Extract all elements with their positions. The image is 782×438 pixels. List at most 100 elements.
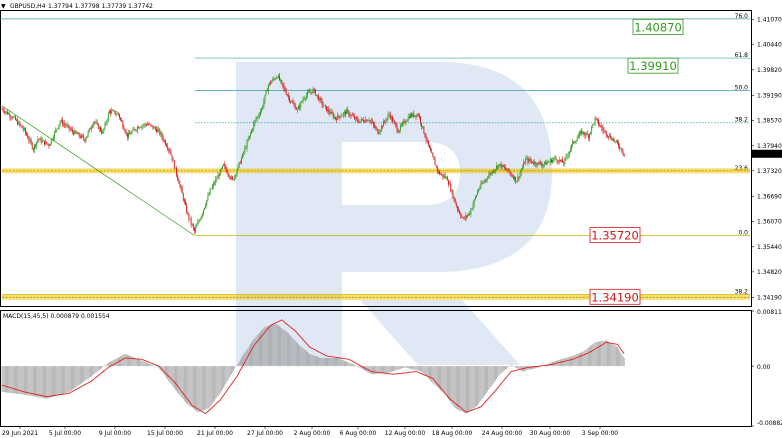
candle-body (227, 172, 229, 175)
price-tick-label: 1.34190 (757, 294, 782, 301)
candle-body (78, 133, 80, 137)
candle-body (559, 159, 561, 161)
candle-body (533, 162, 534, 164)
candle-body (376, 127, 378, 130)
candle-body (211, 186, 213, 189)
price-tick-label: 1.37940 (757, 143, 782, 150)
candle-body (566, 155, 568, 157)
candle-body (202, 209, 204, 214)
candle-body (398, 130, 400, 133)
date-tick-label: 29 Jun 2021 (2, 430, 38, 437)
candle-body (576, 138, 578, 142)
candle-body (326, 106, 327, 111)
candle-body (342, 112, 344, 116)
price-tick-label: 1.36070 (757, 218, 782, 225)
candle-body (578, 132, 580, 137)
candle-body (493, 170, 495, 173)
candle-body (621, 148, 623, 152)
candle-body (154, 127, 156, 130)
macd-indicator: 0.008116 0.00 -0.008822 (1, 309, 782, 427)
candle-body (260, 111, 261, 115)
candle-body (225, 165, 227, 170)
candle-body (272, 78, 274, 82)
candle-body (459, 210, 461, 214)
candle-body (45, 141, 47, 145)
price-tick-label: 1.39820 (757, 67, 782, 74)
target-box (632, 18, 684, 35)
candle-body (333, 116, 335, 118)
candle-body (116, 113, 118, 115)
candle-body (440, 174, 442, 175)
candle-body (96, 122, 98, 124)
candle-body (452, 190, 454, 199)
trendline-segment (1, 105, 195, 236)
candle-body (553, 158, 555, 160)
candle-body (281, 79, 283, 83)
candle-body (177, 175, 179, 180)
candle-body (451, 190, 453, 192)
candle-body (453, 198, 455, 199)
candle-body (395, 123, 397, 126)
candle-body (525, 158, 527, 164)
candle-body (74, 130, 76, 135)
candle-body (49, 144, 51, 147)
candle-body (11, 117, 13, 119)
candle-body (91, 127, 92, 130)
candle-body (274, 78, 276, 80)
date-tick-label: 9 Jul 00:00 (99, 430, 131, 437)
candle-body (304, 98, 306, 99)
candle-body (572, 141, 574, 145)
candle-body (544, 161, 546, 165)
candle-body (516, 181, 518, 182)
candle-body (520, 170, 522, 173)
candle-body (424, 133, 426, 137)
candle-body (134, 129, 136, 131)
candle-body (7, 111, 9, 115)
candle-body (347, 109, 349, 112)
candle-body (30, 139, 32, 143)
candle-body (338, 115, 340, 117)
candle-body (23, 128, 25, 130)
candle-body (108, 110, 110, 114)
candle-body (152, 125, 154, 129)
candle-body (610, 135, 612, 139)
candle-body (262, 106, 264, 109)
candle-body (413, 113, 415, 117)
candle-body (468, 213, 470, 216)
candle-body (604, 130, 606, 132)
candle-body (599, 124, 600, 126)
candle-body (164, 140, 166, 145)
candle-body (84, 138, 86, 142)
candle-body (514, 176, 515, 180)
candle-body (425, 136, 427, 140)
candle-body (600, 125, 602, 127)
candle-body (446, 177, 448, 181)
candle-body (87, 131, 89, 136)
candle-body (536, 164, 538, 166)
candle-body (608, 136, 609, 137)
candle-body (217, 175, 219, 179)
candle-body (581, 131, 583, 134)
candle-body (411, 114, 413, 117)
candle-body (301, 101, 303, 103)
candle-body (155, 129, 157, 132)
candle-body (122, 121, 124, 128)
candle-body (582, 131, 584, 134)
candle-body (275, 77, 277, 79)
candle-body (226, 169, 228, 173)
candle-body (111, 110, 113, 114)
candle-body (527, 158, 529, 163)
candle-body (67, 125, 69, 126)
candle-body (496, 165, 498, 170)
candle-body (265, 90, 267, 95)
candle-body (500, 163, 502, 168)
candle-body (12, 116, 14, 119)
price-tick-label: 1.34820 (757, 269, 782, 276)
candle-body (443, 175, 445, 177)
candle-body (480, 183, 482, 188)
candle-body (1, 108, 3, 110)
candle-body (138, 127, 139, 129)
candle-body (75, 130, 77, 133)
candle-body (224, 164, 226, 166)
candle-body (592, 124, 594, 127)
